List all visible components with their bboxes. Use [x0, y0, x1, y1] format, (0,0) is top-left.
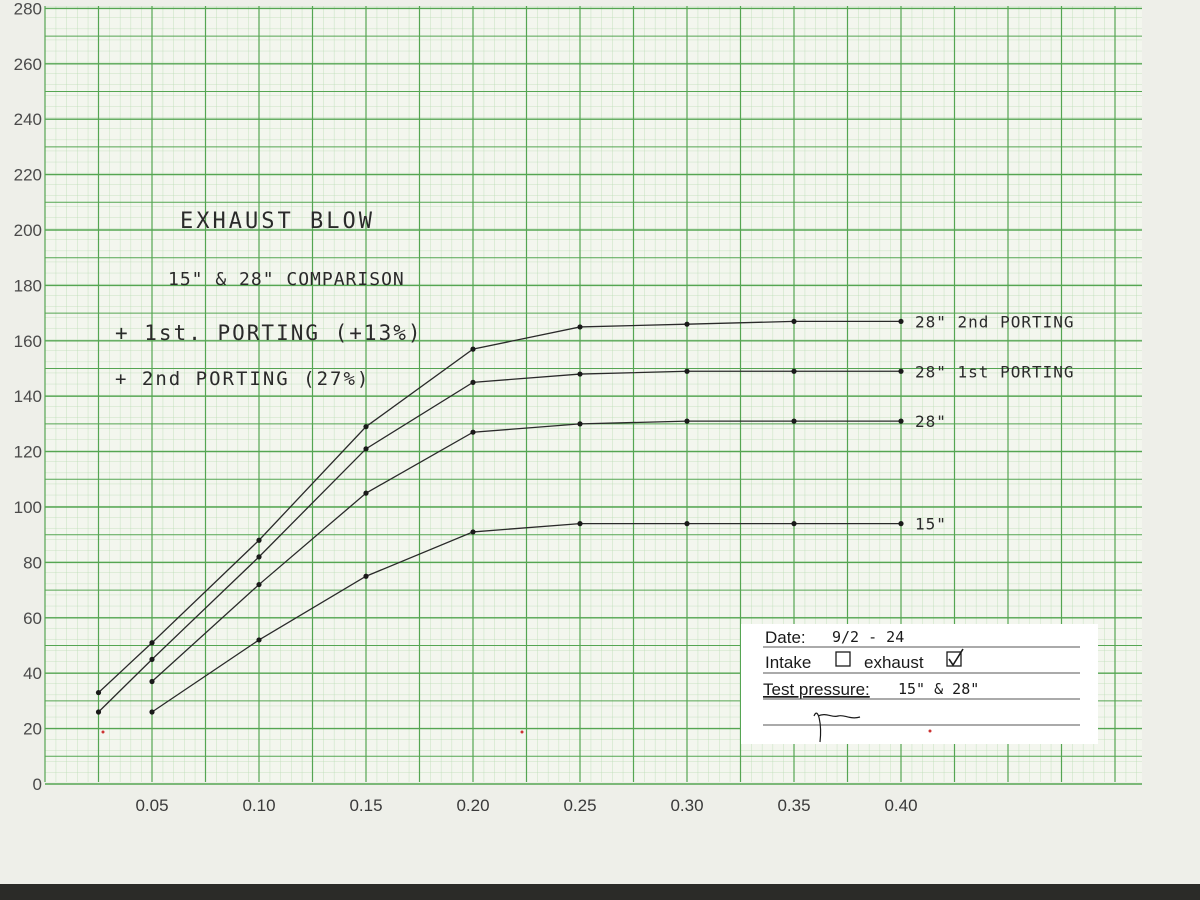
data-point [470, 429, 476, 435]
series-label-3: 15" [915, 515, 947, 534]
x-tick-label: 0.40 [884, 796, 917, 815]
table-edge [0, 884, 1200, 900]
y-tick-label: 40 [23, 664, 42, 683]
data-point [684, 418, 690, 424]
data-point [791, 418, 797, 424]
series-label-0: 28" 2nd PORTING [915, 312, 1075, 331]
data-point [577, 521, 583, 527]
y-tick-label: 60 [23, 609, 42, 628]
data-point [470, 379, 476, 385]
y-tick-label: 180 [14, 276, 42, 295]
data-point [577, 371, 583, 377]
y-tick-label: 160 [14, 332, 42, 351]
data-point [898, 521, 904, 527]
series-label-2: 28" [915, 412, 947, 431]
x-tick-label: 0.10 [242, 796, 275, 815]
data-point [256, 637, 262, 643]
y-axis-tick-labels: 0 20 40 60 80 100 120 140 160 180 200 220 240 260 280 [14, 0, 42, 794]
data-point [149, 656, 155, 662]
ink-speck [928, 729, 932, 733]
y-tick-label: 20 [23, 720, 42, 739]
data-point [684, 368, 690, 374]
data-point [149, 640, 155, 646]
data-point [470, 529, 476, 535]
chart-title: EXHAUST BLOW [180, 209, 375, 234]
y-tick-label: 100 [14, 498, 42, 517]
x-tick-label: 0.15 [349, 796, 382, 815]
y-tick-label: 200 [14, 221, 42, 240]
data-point [149, 709, 155, 715]
data-point [149, 678, 155, 685]
series-points [95, 318, 904, 715]
exhaust-checkbox[interactable] [946, 651, 962, 667]
y-tick-label: 0 [33, 775, 42, 794]
date-label: Date: [765, 628, 806, 647]
pressure-label: Test pressure: [763, 680, 870, 699]
ink-speck [101, 730, 105, 734]
series-line-3 [151, 522, 901, 713]
y-tick-label: 280 [14, 0, 42, 18]
data-point [684, 521, 690, 527]
data-point [95, 709, 102, 715]
data-point [577, 421, 583, 427]
data-point [898, 368, 904, 374]
data-point [363, 424, 369, 430]
pressure-value: 15" & 28" [898, 680, 979, 698]
data-point [898, 418, 904, 424]
exhaust-label: exhaust [864, 653, 924, 672]
ink-speck [520, 730, 524, 734]
x-tick-label: 0.30 [670, 796, 703, 815]
data-point [791, 318, 797, 325]
data-point [256, 581, 262, 588]
intake-checkbox[interactable] [835, 651, 851, 667]
exhaust-check-mark-icon [948, 648, 964, 667]
data-point [791, 368, 797, 374]
data-point [684, 321, 690, 327]
note-second-porting: + 2nd PORTING (27%) [115, 368, 370, 390]
x-tick-label: 0.20 [456, 796, 489, 815]
series-line-2 [151, 420, 901, 682]
intake-label: Intake [765, 653, 811, 672]
y-tick-label: 220 [14, 166, 42, 185]
x-axis-tick-labels: 0.05 0.10 0.15 0.20 0.25 0.30 0.35 0.40 [135, 796, 917, 815]
test-card: Date: 9/2 - 24 Intake exhaust Test press… [741, 624, 1098, 744]
data-point [577, 324, 583, 330]
date-value: 9/2 - 24 [832, 628, 904, 646]
data-point [363, 446, 369, 452]
data-point [95, 689, 102, 696]
data-point [898, 318, 904, 325]
data-point [791, 521, 797, 527]
data-point [470, 346, 476, 352]
data-point [363, 573, 369, 579]
x-tick-label: 0.35 [777, 796, 810, 815]
y-tick-label: 140 [14, 387, 42, 406]
y-tick-label: 240 [14, 110, 42, 129]
series-labels: 28" 2nd PORTING 28" 1st PORTING 28" 15" [915, 312, 1075, 534]
y-tick-label: 120 [14, 443, 42, 462]
note-first-porting: + 1st. PORTING (+13%) [115, 321, 423, 345]
x-tick-label: 0.25 [563, 796, 596, 815]
data-point [363, 490, 369, 496]
data-point [256, 554, 262, 560]
y-tick-label: 260 [14, 55, 42, 74]
signature [813, 712, 861, 743]
data-point [256, 537, 262, 543]
series-label-1: 28" 1st PORTING [915, 362, 1075, 381]
x-tick-label: 0.05 [135, 796, 168, 815]
test-card-background [741, 624, 1098, 744]
y-tick-label: 80 [23, 553, 42, 572]
chart-subtitle: 15" & 28" COMPARISON [168, 269, 405, 290]
